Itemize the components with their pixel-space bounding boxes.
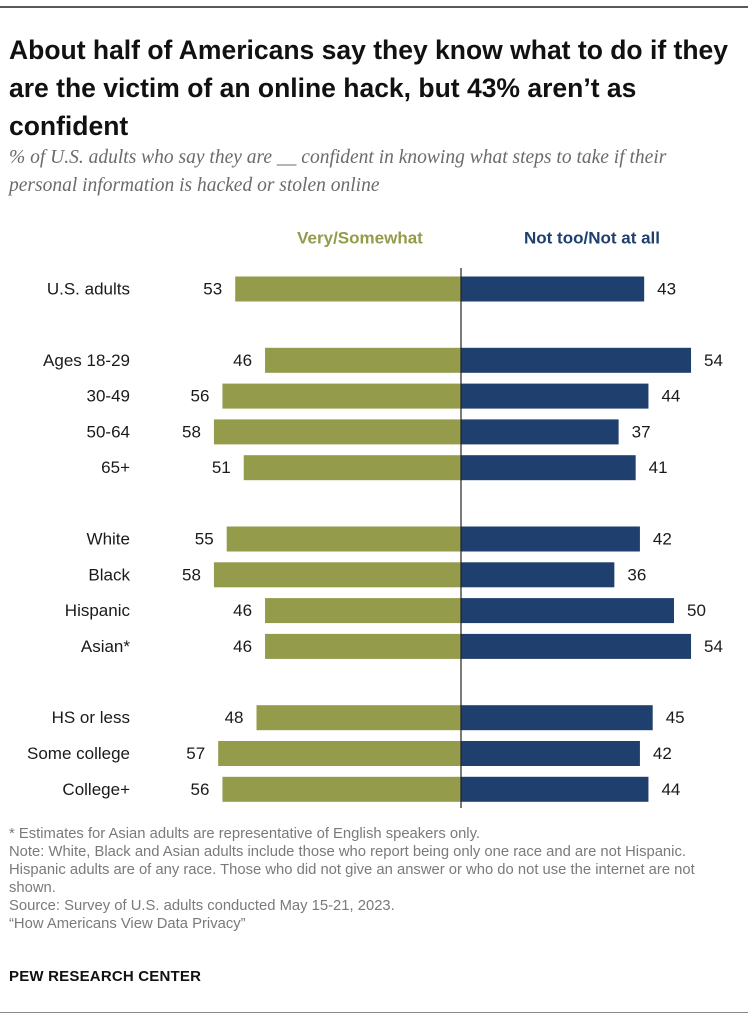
value-label-not-too-hs-or-less: 45 xyxy=(666,708,685,727)
category-label-white: White xyxy=(87,530,130,549)
bar-not-too-asian xyxy=(461,633,692,659)
bar-very-somewhat-50-64 xyxy=(213,419,461,445)
value-label-not-too-hispanic: 50 xyxy=(687,601,706,620)
category-label-some-college: Some college xyxy=(27,744,130,763)
value-label-not-too-ages-18-29: 54 xyxy=(704,351,723,370)
bar-not-too-white xyxy=(461,526,640,552)
bar-not-too-50-64 xyxy=(461,419,619,445)
value-label-very-somewhat-some-college: 57 xyxy=(186,744,205,763)
bar-very-somewhat-65 xyxy=(243,455,461,481)
value-label-not-too-30-49: 44 xyxy=(661,387,680,406)
bar-very-somewhat-hs-or-less xyxy=(256,705,461,731)
diverging-bar-chart: Very/Somewhat Not too/Not at all U.S. adul… xyxy=(27,229,723,808)
bar-very-somewhat-white xyxy=(226,526,461,552)
value-label-very-somewhat-ages-18-29: 46 xyxy=(233,351,252,370)
value-label-very-somewhat-hispanic: 46 xyxy=(233,601,252,620)
value-label-very-somewhat-hs-or-less: 48 xyxy=(225,708,244,727)
category-label-30-49: 30-49 xyxy=(87,387,130,406)
bar-not-too-hs-or-less xyxy=(461,705,653,731)
value-label-not-too-white: 42 xyxy=(653,530,672,549)
brand-name: PEW RESEARCH CENTER xyxy=(9,968,202,985)
category-label-ages-18-29: Ages 18-29 xyxy=(43,351,130,370)
bar-very-somewhat-hispanic xyxy=(265,598,461,624)
category-label-65: 65+ xyxy=(101,458,130,477)
bottom-rule xyxy=(0,1012,748,1013)
bar-not-too-30-49 xyxy=(461,383,649,409)
category-label-asian: Asian* xyxy=(81,637,131,656)
bar-not-too-college xyxy=(461,776,649,802)
value-label-not-too-some-college: 42 xyxy=(653,744,672,763)
legend-not-too-not-at-all: Not too/Not at all xyxy=(524,229,660,248)
footnote-asterisk: * Estimates for Asian adults are represe… xyxy=(9,826,481,842)
footnotes: * Estimates for Asian adults are represe… xyxy=(9,825,739,933)
bar-very-somewhat-college xyxy=(222,776,461,802)
bar-not-too-u-s-adults xyxy=(461,276,645,302)
value-label-very-somewhat-college: 56 xyxy=(191,780,210,799)
top-rule xyxy=(0,6,748,8)
category-label-black: Black xyxy=(88,565,130,584)
value-label-very-somewhat-white: 55 xyxy=(195,530,214,549)
value-label-not-too-black: 36 xyxy=(627,565,646,584)
bar-not-too-black xyxy=(461,562,615,588)
bar-very-somewhat-30-49 xyxy=(222,383,461,409)
footnote-source: Source: Survey of U.S. adults conducted … xyxy=(9,898,395,914)
category-label-50-64: 50-64 xyxy=(87,422,130,441)
category-label-hs-or-less: HS or less xyxy=(52,708,130,727)
bar-not-too-ages-18-29 xyxy=(461,347,692,373)
footnote-note: Note: White, Black and Asian adults incl… xyxy=(9,844,695,896)
value-label-very-somewhat-u-s-adults: 53 xyxy=(203,280,222,299)
bar-not-too-hispanic xyxy=(461,598,674,624)
value-label-not-too-u-s-adults: 43 xyxy=(657,280,676,299)
bar-very-somewhat-some-college xyxy=(218,741,461,766)
value-label-not-too-50-64: 37 xyxy=(632,422,651,441)
category-label-u-s-adults: U.S. adults xyxy=(47,280,130,299)
value-label-not-too-college: 44 xyxy=(661,780,680,799)
chart-title: About half of Americans say they know wh… xyxy=(9,35,729,141)
category-label-hispanic: Hispanic xyxy=(65,601,131,620)
value-label-not-too-asian: 54 xyxy=(704,637,723,656)
value-label-very-somewhat-50-64: 58 xyxy=(182,422,201,441)
footnote-report: “How Americans View Data Privacy” xyxy=(9,916,246,932)
value-label-very-somewhat-65: 51 xyxy=(212,458,231,477)
value-label-very-somewhat-asian: 46 xyxy=(233,637,252,656)
value-label-very-somewhat-30-49: 56 xyxy=(191,387,210,406)
bar-very-somewhat-black xyxy=(213,562,461,588)
bar-not-too-some-college xyxy=(461,741,640,766)
bar-very-somewhat-u-s-adults xyxy=(235,276,461,302)
bar-not-too-65 xyxy=(461,455,636,481)
bar-very-somewhat-ages-18-29 xyxy=(265,347,461,373)
bar-very-somewhat-asian xyxy=(265,633,461,659)
chart-subtitle: % of U.S. adults who say they are __ con… xyxy=(9,147,667,196)
category-label-college: College+ xyxy=(62,780,130,799)
legend-very-somewhat: Very/Somewhat xyxy=(297,229,423,248)
value-label-not-too-65: 41 xyxy=(649,458,668,477)
value-label-very-somewhat-black: 58 xyxy=(182,565,201,584)
